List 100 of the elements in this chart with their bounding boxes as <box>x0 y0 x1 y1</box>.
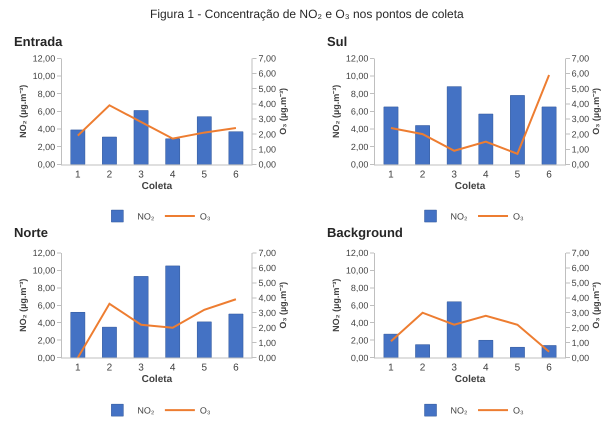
x-tick-label: 5 <box>514 169 521 180</box>
y2-tick-label: 1,00 <box>258 144 276 154</box>
x-tick-label: 4 <box>170 169 176 180</box>
x-axis-title: Coleta <box>454 374 486 386</box>
bar <box>542 345 556 358</box>
y2-tick-label: 6,00 <box>258 68 276 79</box>
bar <box>165 138 180 164</box>
y2-tick-label: 1,00 <box>572 338 590 348</box>
y-axis-title: NO₂ (µg.m⁻³) <box>331 84 342 138</box>
y-tick-label: 2,00 <box>38 142 56 152</box>
y2-tick-label: 1,00 <box>258 338 276 348</box>
bar <box>415 344 430 358</box>
y-tick-label: 0,00 <box>350 352 368 363</box>
bar <box>478 340 494 358</box>
y-tick-label: 4,00 <box>38 318 56 328</box>
legend-label: O₃ <box>513 406 524 416</box>
bar <box>446 86 462 164</box>
x-tick-label: 2 <box>420 169 426 180</box>
bar <box>228 131 244 164</box>
x-axis-title: Coleta <box>454 180 486 192</box>
bar <box>134 276 148 358</box>
x-axis-title: Coleta <box>142 180 173 192</box>
bar <box>446 302 462 358</box>
x-tick-label: 1 <box>388 362 394 374</box>
chart-title: Sul <box>327 34 348 49</box>
y-tick-label: 12,00 <box>346 248 368 258</box>
x-tick-label: 3 <box>138 362 144 374</box>
y2-tick-label: 3,00 <box>258 308 276 318</box>
y-tick-label: 4,00 <box>350 124 368 134</box>
x-tick-label: 5 <box>202 362 208 374</box>
y2-tick-label: 0,00 <box>258 160 276 170</box>
y-tick-label: 0,00 <box>38 352 56 363</box>
x-tick-label: 6 <box>233 169 240 180</box>
y2-tick-label: 6,00 <box>572 68 590 79</box>
y-tick-label: 12,00 <box>32 248 56 258</box>
y-axis-title: NO₂ (µg.m⁻³) <box>18 278 28 332</box>
bar <box>102 326 117 358</box>
y-tick-label: 10,00 <box>346 71 368 82</box>
x-tick-label: 5 <box>514 362 521 374</box>
y2-tick-label: 0,00 <box>572 160 590 170</box>
bar <box>102 136 117 164</box>
y2-axis-title: O₃ (µg.m⁻³) <box>278 88 288 135</box>
y2-tick-label: 0,00 <box>258 352 276 363</box>
bar <box>510 95 525 164</box>
bar <box>384 106 398 164</box>
legend-label: O₃ <box>513 212 524 222</box>
y-tick-label: 0,00 <box>350 160 368 170</box>
legend-label: O₃ <box>200 406 211 416</box>
legend-label: NO₂ <box>450 406 468 416</box>
y-tick-label: 2,00 <box>350 335 368 346</box>
legend-label: O₃ <box>200 212 211 222</box>
y2-tick-label: 7,00 <box>258 53 276 64</box>
bar <box>415 125 430 164</box>
y2-tick-label: 2,00 <box>572 129 590 140</box>
x-tick-label: 2 <box>420 362 426 374</box>
y-tick-label: 8,00 <box>38 282 56 293</box>
x-tick-label: 1 <box>388 169 394 180</box>
x-tick-label: 5 <box>202 169 208 180</box>
y2-tick-label: 5,00 <box>572 278 590 288</box>
y2-axis-title: O₃ (µg.m⁻³) <box>591 88 602 135</box>
y-tick-label: 4,00 <box>350 318 368 328</box>
y2-tick-label: 5,00 <box>258 278 276 288</box>
bar <box>70 312 86 358</box>
y-tick-label: 12,00 <box>346 53 368 64</box>
y-tick-label: 6,00 <box>38 106 56 116</box>
x-tick-label: 4 <box>170 362 176 374</box>
y-axis-title: NO₂ (µg.m⁻³) <box>18 84 28 138</box>
y2-axis-title: O₃ (µg.m⁻³) <box>591 282 602 329</box>
x-tick-label: 3 <box>451 169 458 180</box>
bar <box>384 334 398 358</box>
y2-tick-label: 1,00 <box>572 144 590 154</box>
chart-title: Norte <box>14 225 48 240</box>
y2-tick-label: 4,00 <box>572 98 590 109</box>
y2-tick-label: 0,00 <box>572 352 590 363</box>
line-series <box>76 104 237 140</box>
y-tick-label: 10,00 <box>32 71 56 82</box>
x-tick-label: 6 <box>546 169 552 180</box>
y-tick-label: 4,00 <box>38 124 56 134</box>
x-tick-label: 6 <box>233 362 240 374</box>
y-tick-label: 10,00 <box>32 265 56 276</box>
y2-tick-label: 7,00 <box>572 53 590 64</box>
y-tick-label: 8,00 <box>350 88 368 99</box>
y2-tick-label: 4,00 <box>572 292 590 303</box>
text: Figura 1 - Concentração de NO₂ e O₃ nos pontos de coleta <box>150 7 464 21</box>
bar <box>196 322 212 358</box>
x-tick-label: 1 <box>75 169 82 180</box>
y2-tick-label: 3,00 <box>258 114 276 124</box>
bar <box>228 314 244 358</box>
y-tick-label: 2,00 <box>38 335 56 346</box>
y-tick-label: 8,00 <box>38 88 56 99</box>
chart-title: Entrada <box>14 34 64 49</box>
y-tick-label: 12,00 <box>32 53 56 64</box>
y-tick-label: 0,00 <box>38 160 56 170</box>
y2-tick-label: 5,00 <box>572 84 590 94</box>
y2-tick-label: 6,00 <box>258 262 276 273</box>
bar <box>134 110 148 164</box>
y2-tick-label: 2,00 <box>572 322 590 333</box>
bar <box>196 116 212 164</box>
y2-tick-label: 3,00 <box>572 308 590 318</box>
x-tick-label: 2 <box>106 169 113 180</box>
